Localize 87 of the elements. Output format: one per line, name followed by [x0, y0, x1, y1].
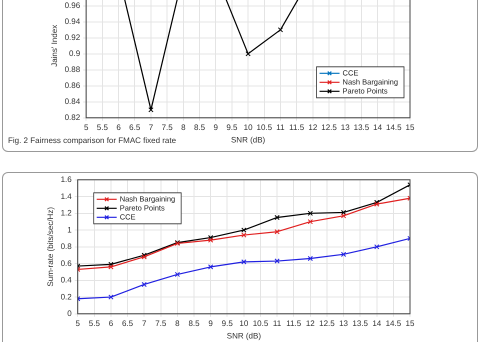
- x-tick-label: 9: [208, 318, 214, 328]
- point: [108, 294, 114, 300]
- x-tick-label: 10.5: [252, 318, 269, 328]
- y-axis-title: Jains' Index: [50, 24, 60, 67]
- x-tick-label: 9.5: [226, 122, 238, 132]
- point: [274, 229, 280, 234]
- point: [308, 210, 313, 216]
- y-tick-label: 1: [67, 225, 72, 234]
- x-tick-label: 5: [75, 318, 80, 328]
- x-axis-title: SNR (dB): [230, 135, 266, 144]
- point: [174, 272, 180, 278]
- x-tick-label: 7: [148, 122, 154, 132]
- point: [340, 213, 346, 218]
- x-tick-label: 11.5: [286, 318, 302, 328]
- x-tick-label: 13.5: [352, 318, 368, 328]
- x-tick-label: 8: [181, 122, 186, 132]
- point: [274, 258, 280, 264]
- x-tick-label: 10: [244, 122, 254, 132]
- point: [108, 264, 114, 270]
- y-tick-label: 0: [67, 309, 72, 318]
- y-axis-title: Sum-rate (bits/sec/Hz): [46, 206, 56, 287]
- point: [374, 244, 380, 250]
- x-tick-label: 6.5: [129, 122, 141, 132]
- y-tick-label: 1.4: [60, 192, 72, 201]
- x-tick-label: 6: [116, 122, 122, 132]
- x-tick-label: 10: [239, 318, 249, 328]
- y-tick-label: 0.8: [60, 242, 72, 252]
- x-tick-label: 10.5: [256, 122, 273, 132]
- x-tick-label: 7.5: [155, 318, 167, 328]
- y-tick-label: 0.84: [64, 97, 81, 106]
- x-tick-label: 15: [406, 122, 415, 132]
- y-tick-label: 1.2: [60, 208, 72, 218]
- y-tick-label: 0.94: [64, 17, 81, 26]
- x-tick-label: 5.5: [88, 318, 100, 328]
- x-tick-label: 7: [142, 318, 147, 328]
- x-tick-label: 14: [372, 318, 382, 328]
- point: [274, 214, 280, 220]
- point: [241, 227, 246, 233]
- x-tick-label: 9: [213, 122, 218, 132]
- x-axis-title: SNR (dB): [226, 331, 262, 340]
- x-tick-label: 6: [108, 318, 114, 328]
- point: [245, 51, 251, 56]
- y-tick-label: 0.6: [60, 258, 72, 268]
- point: [208, 264, 214, 270]
- x-tick-label: 15: [406, 318, 415, 328]
- y-tick-label: 0.82: [64, 113, 81, 122]
- x-tick-label: 14.5: [386, 318, 402, 328]
- y-tick-label: 0.96: [64, 1, 81, 10]
- x-tick-label: 12.5: [319, 318, 336, 328]
- x-tick-label: 11: [276, 122, 286, 132]
- point: [340, 210, 346, 216]
- x-tick-label: 11.5: [289, 122, 305, 132]
- point: [142, 282, 147, 288]
- point: [241, 259, 246, 264]
- y-tick-label: 0.86: [64, 81, 81, 90]
- y-tick-label: 0.9: [69, 49, 81, 58]
- point: [278, 27, 284, 32]
- y-tick-label: 0.92: [64, 33, 81, 42]
- x-tick-label: 13: [340, 122, 350, 132]
- point: [241, 232, 246, 238]
- y-tick-label: 0.2: [60, 292, 72, 302]
- x-tick-label: 12: [308, 122, 318, 132]
- point: [148, 107, 154, 112]
- y-tick-label: 0.88: [64, 65, 81, 74]
- x-tick-label: 12.5: [321, 122, 338, 132]
- x-tick-label: 5: [84, 122, 89, 132]
- x-tick-label: 12: [306, 318, 316, 328]
- x-tick-label: 14.5: [386, 122, 402, 132]
- x-tick-label: 14: [373, 122, 383, 132]
- x-tick-label: 9.5: [222, 318, 234, 328]
- point: [340, 252, 346, 257]
- caption: Fig. 2 Fairness comparison for FMAC fixed rate: [8, 136, 176, 145]
- x-tick-label: 8.5: [188, 318, 200, 328]
- x-tick-label: 6.5: [122, 318, 134, 328]
- point: [308, 256, 313, 262]
- x-tick-label: 13.5: [354, 122, 370, 132]
- point: [208, 237, 214, 243]
- y-tick-label: 1.6: [60, 175, 72, 184]
- x-tick-label: 8: [175, 318, 180, 328]
- x-tick-label: 13: [339, 318, 349, 328]
- point: [208, 234, 214, 240]
- point: [308, 219, 313, 224]
- x-tick-label: 11: [272, 318, 282, 328]
- x-tick-label: 5.5: [96, 122, 108, 132]
- x-tick-label: 8.5: [194, 122, 206, 132]
- x-tick-label: 7.5: [162, 122, 174, 132]
- y-tick-label: 0.4: [60, 276, 72, 285]
